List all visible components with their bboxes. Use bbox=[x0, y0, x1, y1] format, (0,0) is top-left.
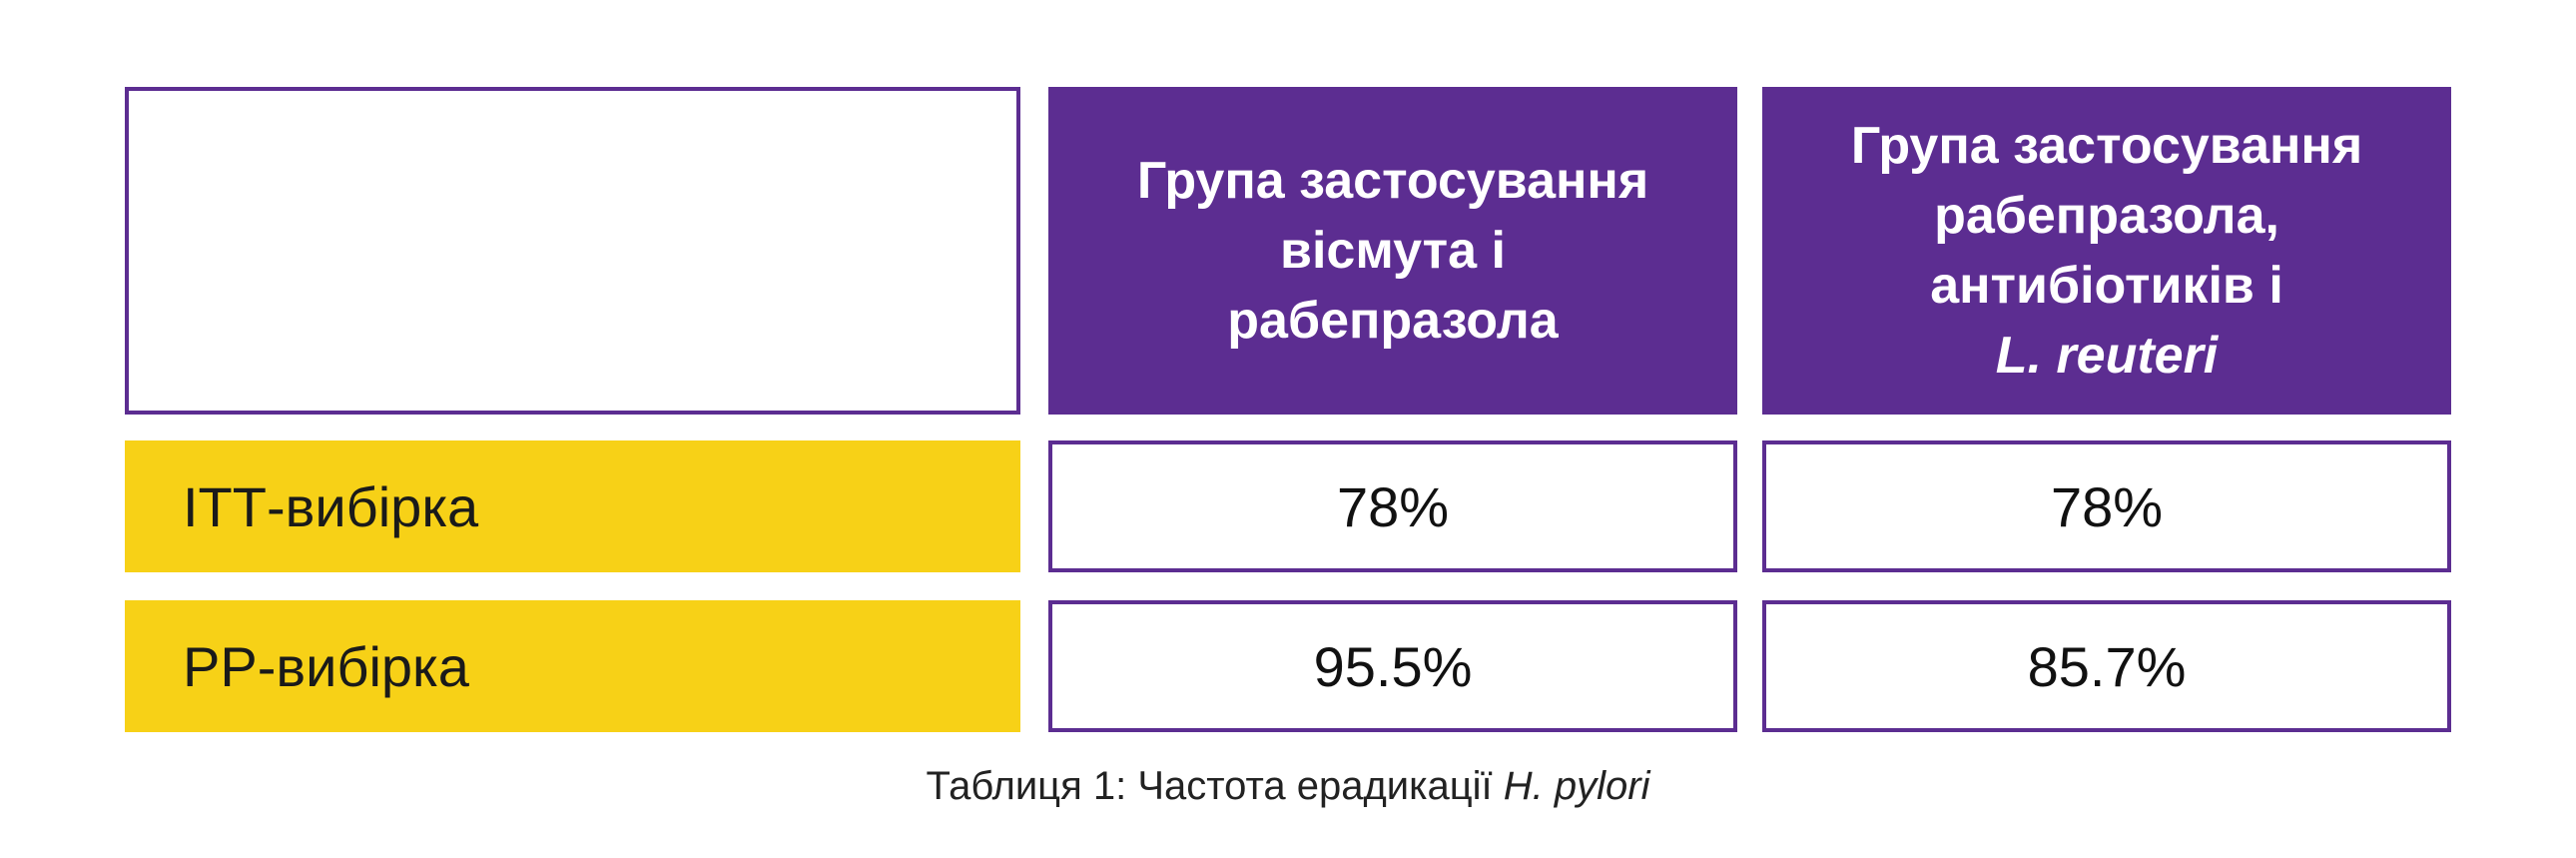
table-caption: Таблиця 1: Частота ерадикації H. pylori bbox=[0, 764, 2576, 809]
column-header-rabeprazole-antibiotics-reuteri: Група застосування рабепразола, антибіот… bbox=[1762, 87, 2451, 415]
row-label-pp: РР-вибірка bbox=[125, 600, 1020, 732]
header-line: рабепразола, bbox=[1934, 187, 2279, 245]
table-corner-cell bbox=[125, 87, 1020, 415]
caption-text: Таблиця 1: Частота ерадикації bbox=[926, 764, 1504, 808]
header-line: рабепразола bbox=[1227, 292, 1559, 350]
row-label-itt: ІТТ-вибірка bbox=[125, 440, 1020, 572]
header-line: Група застосування bbox=[1850, 117, 2363, 175]
table-cell: 78% bbox=[1048, 440, 1737, 572]
header-line-italic: L. reuteri bbox=[1995, 327, 2219, 385]
column-header-bismuth-rabeprazole: Група застосування вісмута і рабепразола bbox=[1048, 87, 1737, 415]
header-line: Група застосування bbox=[1136, 152, 1649, 210]
table-cell: 95.5% bbox=[1048, 600, 1737, 732]
caption-italic: H. pylori bbox=[1503, 764, 1650, 808]
table-cell: 85.7% bbox=[1762, 600, 2451, 732]
header-line: вісмута і bbox=[1280, 222, 1506, 280]
table-cell: 78% bbox=[1762, 440, 2451, 572]
header-line: антибіотиків і bbox=[1930, 257, 2283, 315]
